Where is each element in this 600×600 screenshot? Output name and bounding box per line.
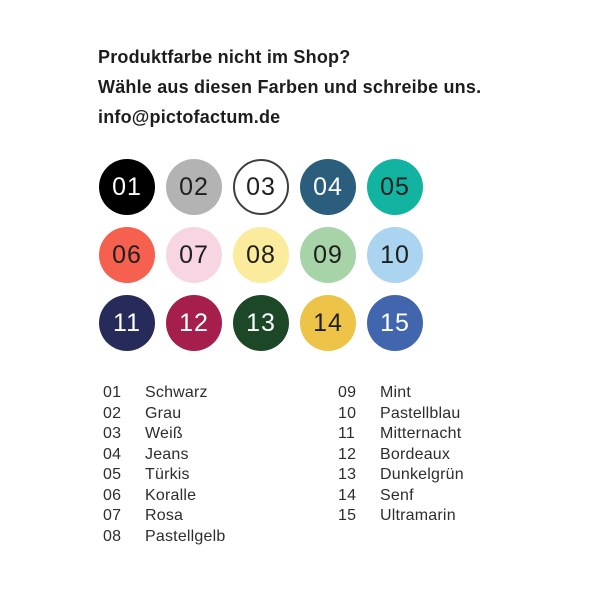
legend-row-09: 09 Mint bbox=[338, 383, 464, 404]
color-swatch-03[interactable]: 03 bbox=[233, 159, 289, 215]
legend-color-name: Pastellblau bbox=[380, 404, 461, 422]
legend-row-04: 04 Jeans bbox=[103, 445, 225, 466]
legend-color-name: Rosa bbox=[145, 507, 184, 524]
swatch-number: 09 bbox=[313, 240, 343, 269]
legend-number: 15 bbox=[338, 507, 357, 524]
swatch-number: 11 bbox=[113, 308, 141, 337]
swatch-number: 08 bbox=[246, 240, 276, 269]
legend-column-left: 01 Schwarz 02 Grau 03 Weiß 04 Jeans 05 T… bbox=[103, 383, 225, 547]
legend-color-name: Grau bbox=[145, 404, 182, 422]
color-swatch-07[interactable]: 07 bbox=[166, 227, 222, 283]
swatch-number: 05 bbox=[380, 172, 410, 201]
swatch-number: 12 bbox=[179, 308, 209, 337]
legend-number: 10 bbox=[338, 404, 357, 422]
legend-row-14: 14 Senf bbox=[338, 486, 464, 507]
legend-color-name: Jeans bbox=[145, 445, 189, 463]
color-swatch-13[interactable]: 13 bbox=[233, 295, 289, 351]
color-swatch-09[interactable]: 09 bbox=[300, 227, 356, 283]
header-line-question: Produktfarbe nicht im Shop? bbox=[98, 47, 351, 67]
legend-color-name: Senf bbox=[380, 486, 414, 504]
legend-column-right: 09 Mint 10 Pastellblau 11 Mitternacht 12… bbox=[338, 383, 464, 527]
legend-number: 14 bbox=[338, 486, 357, 504]
color-swatch-01[interactable]: 01 bbox=[99, 159, 155, 215]
legend-number: 04 bbox=[103, 445, 122, 463]
swatch-number: 07 bbox=[179, 240, 209, 269]
legend-number: 12 bbox=[338, 445, 357, 463]
legend-color-name: Dunkelgrün bbox=[380, 466, 464, 483]
swatch-number: 10 bbox=[380, 240, 410, 269]
swatch-number: 03 bbox=[246, 172, 276, 201]
legend-row-07: 07 Rosa bbox=[103, 506, 225, 527]
swatch-number: 01 bbox=[112, 172, 142, 201]
color-swatch-15[interactable]: 15 bbox=[367, 295, 423, 351]
legend-color-name: Koralle bbox=[145, 486, 197, 504]
legend-row-12: 12 Bordeaux bbox=[338, 445, 464, 466]
color-swatch-10[interactable]: 10 bbox=[367, 227, 423, 283]
color-swatch-05[interactable]: 05 bbox=[367, 159, 423, 215]
legend-color-name: Weiß bbox=[145, 425, 183, 442]
legend-row-08: 08 Pastellgelb bbox=[103, 527, 225, 548]
legend-number: 08 bbox=[103, 527, 122, 545]
color-swatch-14[interactable]: 14 bbox=[300, 295, 356, 351]
legend-number: 13 bbox=[338, 466, 357, 483]
legend-color-name: Mint bbox=[380, 384, 412, 401]
legend-color-name: Schwarz bbox=[145, 384, 208, 401]
legend-row-15: 15 Ultramarin bbox=[338, 506, 464, 527]
legend-number: 03 bbox=[103, 425, 122, 442]
color-swatch-12[interactable]: 12 bbox=[166, 295, 222, 351]
legend-row-05: 05 Türkis bbox=[103, 465, 225, 486]
legend-row-03: 03 Weiß bbox=[103, 424, 225, 445]
swatch-number: 13 bbox=[246, 308, 276, 337]
legend-number: 01 bbox=[103, 384, 122, 401]
legend-row-13: 13 Dunkelgrün bbox=[338, 465, 464, 486]
legend-color-name: Bordeaux bbox=[380, 445, 451, 463]
legend-row-02: 02 Grau bbox=[103, 404, 225, 425]
legend-row-06: 06 Koralle bbox=[103, 486, 225, 507]
color-swatch-11[interactable]: 11 bbox=[99, 295, 155, 351]
color-swatch-02[interactable]: 02 bbox=[166, 159, 222, 215]
legend-color-name: Ultramarin bbox=[380, 507, 456, 524]
swatch-number: 15 bbox=[380, 308, 410, 337]
swatch-number: 04 bbox=[313, 172, 343, 201]
legend-color-name: Mitternacht bbox=[380, 425, 462, 442]
legend-color-name: Pastellgelb bbox=[145, 527, 226, 545]
legend-number: 07 bbox=[103, 507, 122, 524]
header-line-instruction: Wähle aus diesen Farben und schreibe uns… bbox=[98, 77, 482, 97]
legend-number: 11 bbox=[338, 425, 356, 442]
legend-row-11: 11 Mitternacht bbox=[338, 424, 464, 445]
color-swatch-08[interactable]: 08 bbox=[233, 227, 289, 283]
legend-number: 05 bbox=[103, 466, 122, 483]
legend-color-name: Türkis bbox=[145, 466, 190, 483]
legend-number: 02 bbox=[103, 404, 122, 422]
legend-row-10: 10 Pastellblau bbox=[338, 404, 464, 425]
legend-row-01: 01 Schwarz bbox=[103, 383, 225, 404]
swatch-number: 06 bbox=[112, 240, 142, 269]
swatch-grid: 01 02 03 04 05 06 07 08 09 10 11 12 13 1… bbox=[99, 159, 423, 351]
header: Produktfarbe nicht im Shop? Wähle aus di… bbox=[98, 42, 481, 132]
swatch-number: 02 bbox=[179, 172, 209, 201]
swatch-number: 14 bbox=[313, 308, 343, 337]
color-swatch-06[interactable]: 06 bbox=[99, 227, 155, 283]
color-swatch-04[interactable]: 04 bbox=[300, 159, 356, 215]
legend-number: 06 bbox=[103, 486, 122, 504]
legend-number: 09 bbox=[338, 384, 357, 401]
header-line-email: info@pictofactum.de bbox=[98, 107, 281, 127]
